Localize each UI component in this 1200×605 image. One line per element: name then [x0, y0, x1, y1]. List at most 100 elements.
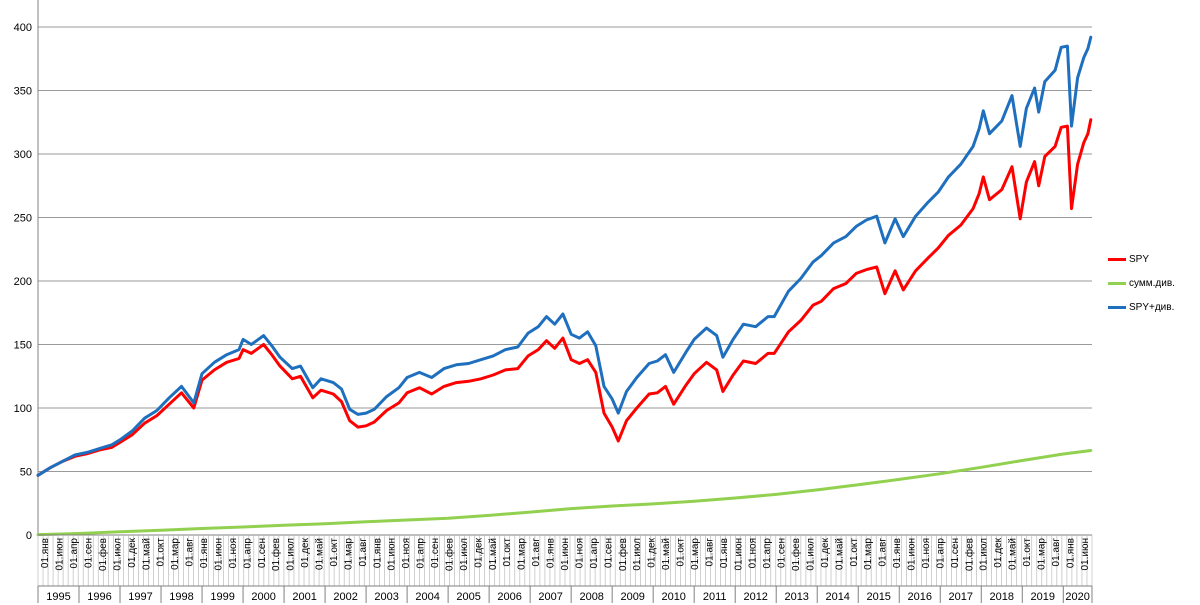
- x-tick-label: 01.окт: [502, 538, 513, 567]
- x-tick-label: 01.июн: [214, 538, 225, 571]
- x-tick-label: 01.апр: [242, 538, 253, 569]
- x-tick-label: 01.апр: [762, 538, 773, 569]
- legend-item-dividends: сумм.див.: [1108, 272, 1198, 294]
- x-tick-label: 01.май: [1008, 538, 1019, 570]
- year-label: 2020: [1065, 591, 1089, 603]
- y-tick-label: 50: [20, 467, 32, 479]
- x-tick-label: 01.апр: [69, 538, 80, 569]
- y-tick-label: 300: [14, 149, 32, 161]
- year-label: 2000: [251, 591, 275, 603]
- x-tick-label: 01.апр: [935, 538, 946, 569]
- year-label: 2018: [990, 591, 1014, 603]
- x-tick-label: 01.дек: [473, 537, 484, 567]
- x-tick-label: 01.сен: [603, 538, 614, 568]
- x-tick-label: 01.июл: [979, 538, 990, 571]
- year-label: 1996: [87, 591, 111, 603]
- x-tick-label: 01.ноя: [748, 538, 759, 568]
- year-label: 2011: [703, 591, 727, 603]
- x-tick-label: 01.май: [141, 538, 152, 570]
- x-tick-label: 01.фев: [444, 538, 456, 571]
- x-tick-label: 01.май: [488, 538, 499, 570]
- x-tick-label: 01.янв: [372, 538, 383, 568]
- year-label: 2016: [908, 591, 932, 603]
- x-tick-label: 01.июл: [632, 538, 643, 571]
- legend: SPY сумм.див. SPY+див.: [1108, 248, 1198, 320]
- x-tick-label: 01.ноя: [574, 538, 585, 568]
- legend-label: сумм.див.: [1129, 277, 1175, 289]
- y-tick-label: 100: [14, 403, 32, 415]
- x-tick-label: 01.фев: [963, 538, 975, 571]
- x-tick-label: 01.фев: [270, 538, 282, 571]
- x-tick-label: 01.сен: [257, 538, 268, 568]
- x-tick-label: 01.мар: [1037, 538, 1048, 570]
- x-tick-label: 01.сен: [84, 538, 95, 568]
- x-tick-label: 01.авг: [704, 538, 715, 567]
- x-tick-label: 01.сен: [430, 538, 441, 568]
- year-label: 1998: [169, 591, 193, 603]
- x-tick-label: 01.июн: [907, 538, 918, 571]
- year-label: 1999: [210, 591, 234, 603]
- year-label: 2009: [620, 591, 644, 603]
- x-tick-label: 01.июл: [459, 538, 470, 571]
- year-label: 2017: [949, 591, 973, 603]
- y-tick-label: 400: [14, 22, 32, 34]
- x-tick-label: 01.июл: [806, 538, 817, 571]
- x-axis: 01.янв 01.июн 01.апр 01.сен 01.фев 01.июл 01.д…: [37, 534, 1093, 603]
- x-tick-label: 01.май: [834, 538, 845, 570]
- x-tick-label: 01.дек: [300, 537, 311, 567]
- x-tick-label: 01.окт: [329, 538, 340, 567]
- year-label: 2010: [661, 591, 685, 603]
- year-label: 2012: [743, 591, 767, 603]
- series-line-1: [36, 449, 1093, 537]
- x-tick-label: 01.ноя: [921, 538, 932, 568]
- year-label: 2007: [538, 591, 562, 603]
- year-label: 2019: [1031, 591, 1055, 603]
- x-tick-label: 01.ноя: [401, 538, 412, 568]
- gridlines: [38, 26, 1092, 536]
- x-tick-label: 01.ноя: [228, 538, 239, 568]
- year-label: 2002: [333, 591, 357, 603]
- x-tick-label: 01.фев: [790, 538, 802, 571]
- x-tick-label: 01.сен: [777, 538, 788, 568]
- year-label: 2006: [497, 591, 521, 603]
- x-tick-label: 01.окт: [676, 538, 687, 567]
- x-tick-label: 01.авг: [358, 538, 369, 567]
- legend-item-spy: SPY: [1108, 248, 1198, 270]
- x-tick-label: 01.май: [661, 538, 672, 570]
- year-label: 2001: [292, 591, 316, 603]
- x-tick-label: 01.мар: [517, 538, 528, 570]
- legend-label: SPY+див.: [1129, 301, 1175, 313]
- x-tick-label: 01.окт: [849, 538, 860, 567]
- x-tick-label: 01.авг: [185, 538, 196, 567]
- x-tick-label: 01.июн: [387, 538, 398, 571]
- legend-swatch-spy: [1108, 257, 1126, 261]
- x-tick-label: 01.дек: [993, 537, 1004, 567]
- x-tick-label: 01.авг: [1051, 538, 1062, 567]
- x-tick-label: 01.авг: [878, 538, 889, 567]
- x-tick-label: 01.дек: [647, 537, 658, 567]
- year-label: 2008: [579, 591, 603, 603]
- y-tick-label: 150: [14, 340, 32, 352]
- x-tick-label: 01.янв: [199, 538, 210, 568]
- year-label: 2004: [415, 591, 439, 603]
- year-label: 2005: [456, 591, 480, 603]
- x-tick-label: 01.дек: [127, 537, 138, 567]
- x-tick-label: 01.фев: [97, 538, 109, 571]
- series-layer: [36, 35, 1093, 537]
- x-tick-label: 01.авг: [531, 538, 542, 567]
- legend-label: SPY: [1129, 253, 1150, 265]
- x-tick-label: 01.июн: [55, 538, 66, 571]
- x-tick-label: 01.фев: [617, 538, 629, 571]
- y-tick-label: 200: [14, 276, 32, 288]
- year-label: 1997: [128, 591, 152, 603]
- x-tick-label: 01.янв: [892, 538, 903, 568]
- x-tick-label: 01.янв: [546, 538, 557, 568]
- legend-swatch-spy-plus-div: [1108, 305, 1126, 309]
- x-tick-label: 01.мар: [690, 538, 701, 570]
- x-tick-label: 01.янв: [40, 538, 51, 568]
- series-line-0: [36, 118, 1093, 477]
- x-tick-label: 01.дек: [820, 537, 831, 567]
- x-tick-label: 01.мар: [170, 538, 181, 570]
- year-label: 2003: [374, 591, 398, 603]
